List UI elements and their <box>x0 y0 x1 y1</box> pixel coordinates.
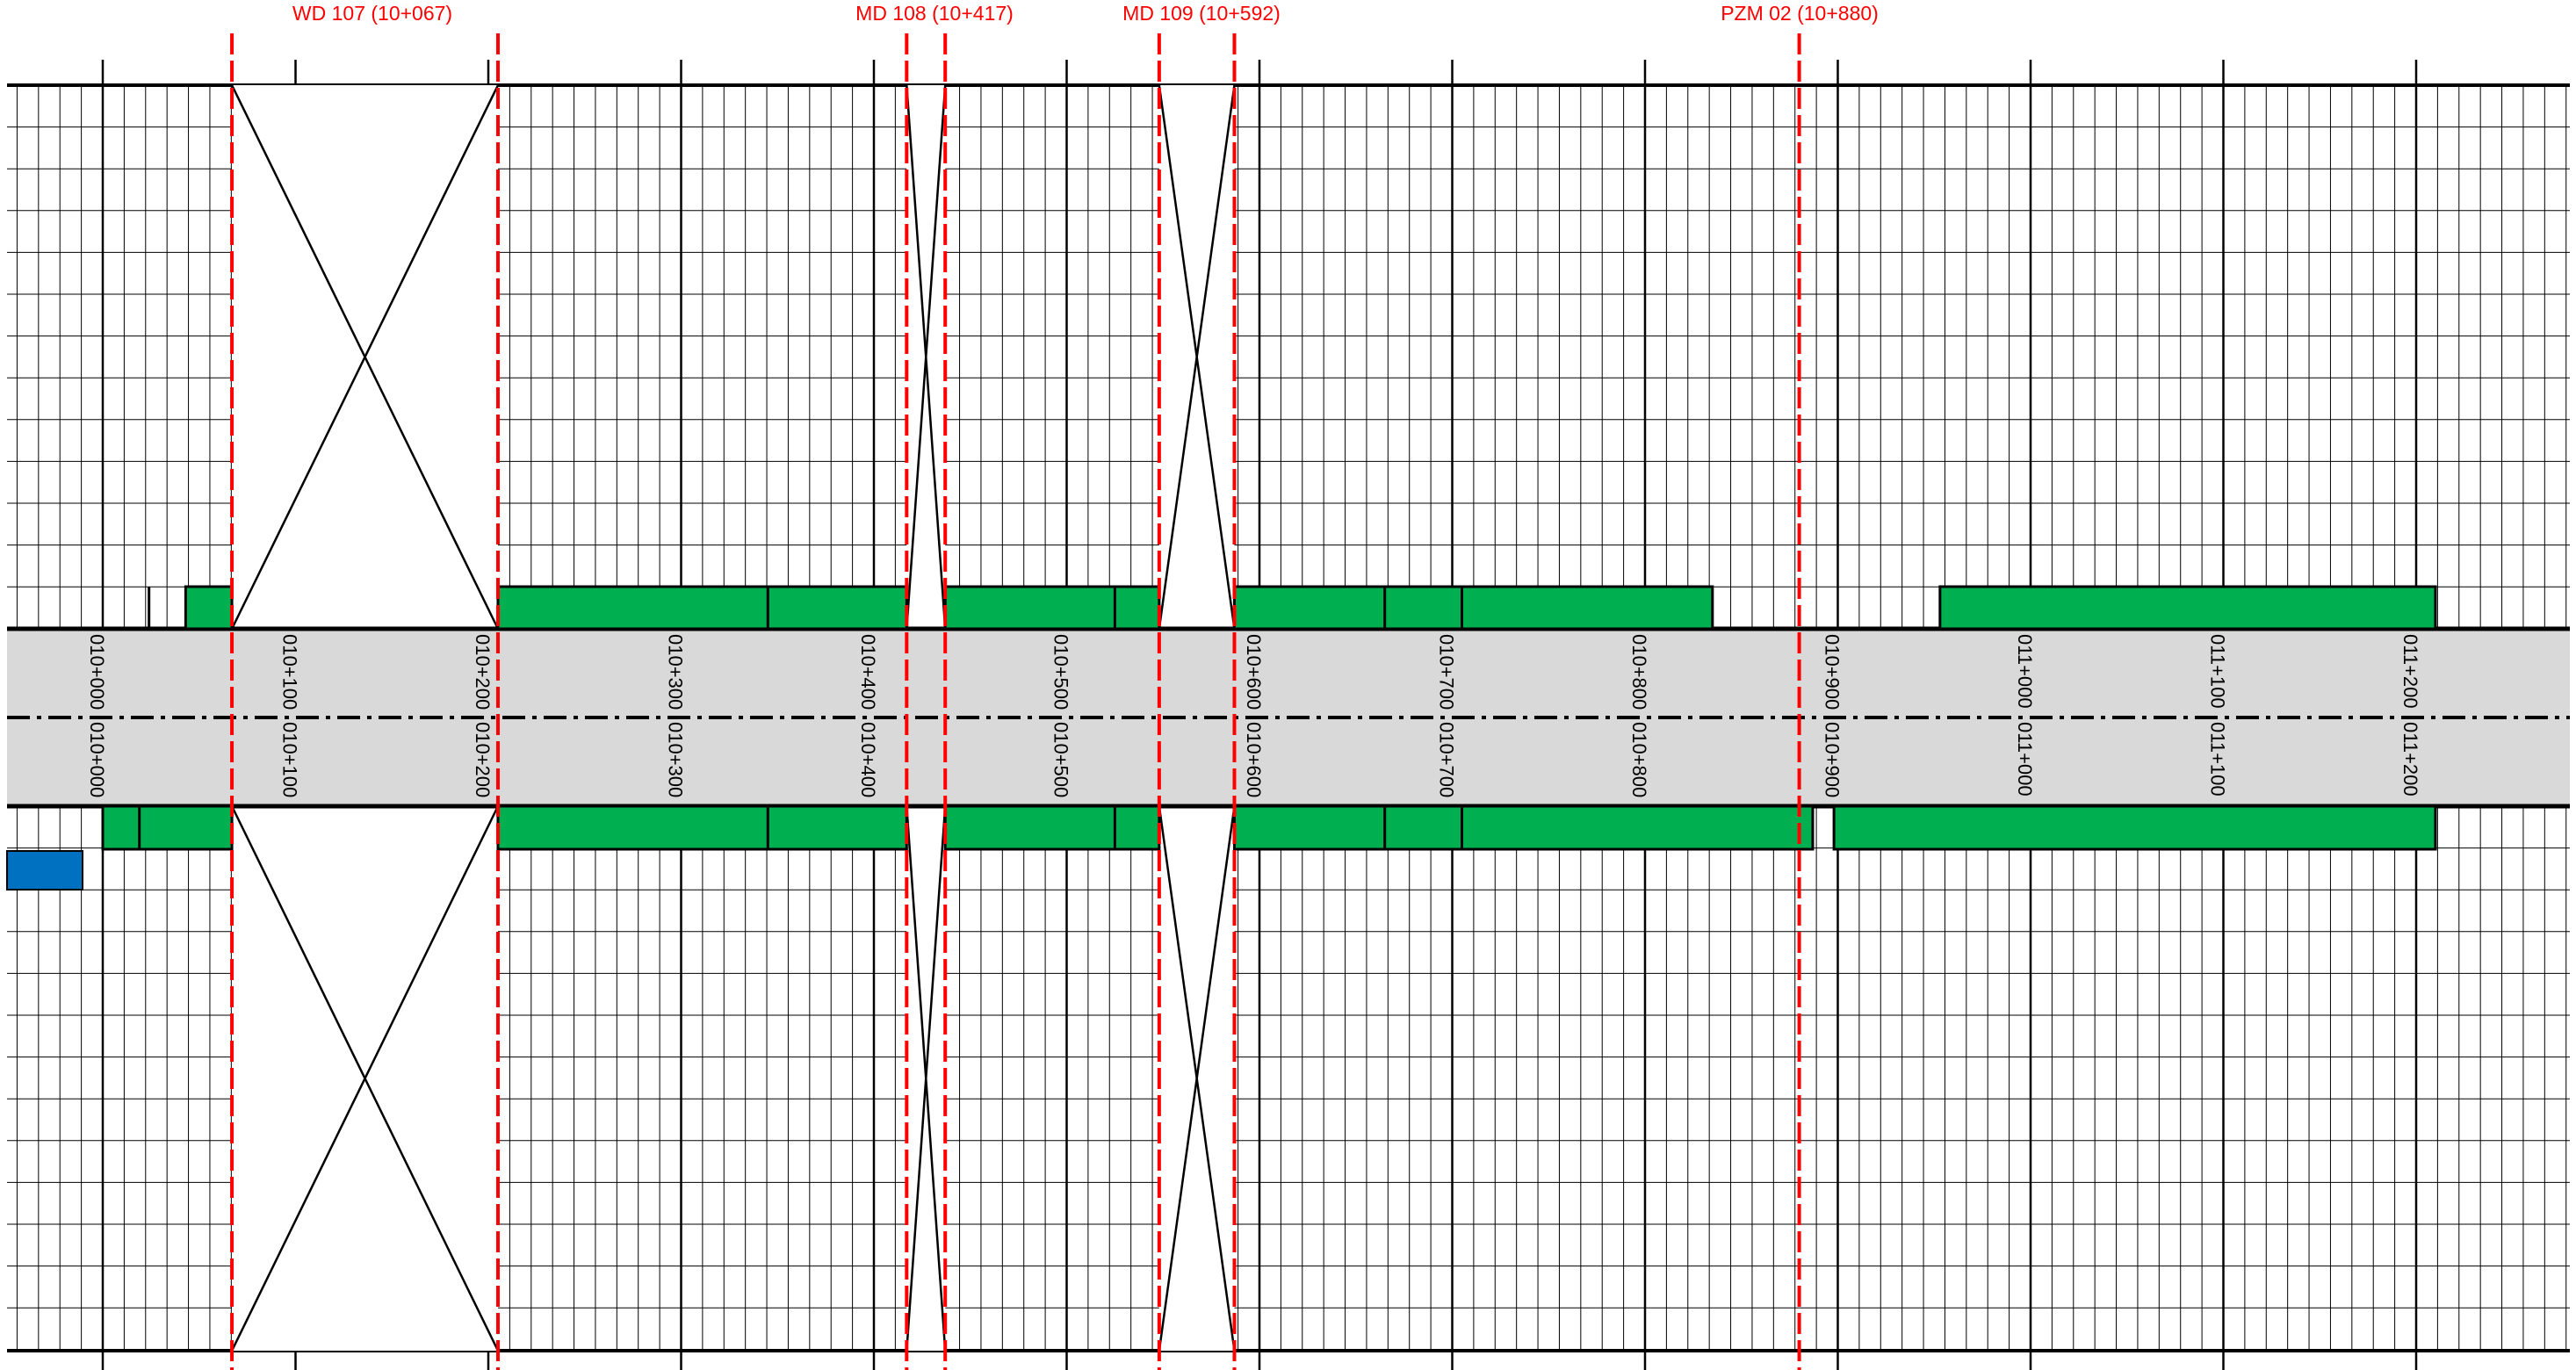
chainage-label-lower: 010+600 <box>1243 722 1265 797</box>
structure-crosses <box>230 84 1236 1352</box>
verge-block <box>496 804 908 851</box>
verge-block <box>943 804 1161 851</box>
chainage-label-upper: 011+100 <box>2207 634 2229 709</box>
verge-block <box>496 585 908 631</box>
chainage-label-upper: 011+000 <box>2014 634 2036 709</box>
chainage-label-upper: 010+600 <box>1243 634 1265 710</box>
chainage-label-lower: 010+500 <box>1050 722 1072 797</box>
chainage-label-upper: 010+500 <box>1050 634 1072 710</box>
cross-line <box>906 805 947 1352</box>
cross-line <box>1158 805 1236 1352</box>
chainage-label-lower: 011+000 <box>2014 722 2036 797</box>
chainage-label-lower: 010+000 <box>86 722 108 797</box>
structure-label-pzm02: PZM 02 (10+880) <box>1721 2 1879 25</box>
structure-label-wd107: WD 107 (10+067) <box>292 2 453 25</box>
cross-line <box>906 84 947 630</box>
green-verges <box>101 585 2437 851</box>
chainage-label-lower: 010+900 <box>1822 722 1844 797</box>
cross-line <box>1158 84 1236 630</box>
chainage-label-upper: 010+400 <box>857 634 879 710</box>
structure-label-md108: MD 108 (10+417) <box>855 2 1014 25</box>
chainage-label-upper: 010+200 <box>472 634 494 710</box>
chainage-label-upper: 010+900 <box>1822 634 1844 710</box>
chainage-label-lower: 010+400 <box>857 722 879 797</box>
chainage-label-upper: 010+800 <box>1628 634 1650 710</box>
chainage-label-upper: 011+200 <box>2399 634 2421 709</box>
cross-line <box>230 84 500 630</box>
chainage-labels: 010+000 010+100 010+200 010+300 010+400 010+5… <box>86 634 2421 797</box>
verge-block <box>943 585 1161 631</box>
chainage-label-upper: 010+700 <box>1436 634 1458 710</box>
structure-boundaries <box>230 33 1801 1370</box>
blue-marker <box>6 850 83 890</box>
chainage-label-lower: 010+700 <box>1436 722 1458 797</box>
verge-block <box>101 804 234 851</box>
verge-block <box>1232 585 1714 631</box>
chainage-label-lower: 010+300 <box>665 722 687 797</box>
verge-block <box>1832 804 2437 851</box>
chainage-label-lower: 011+200 <box>2399 722 2421 797</box>
chainage-label-upper: 010+100 <box>279 634 301 710</box>
structure-label-md109: MD 109 (10+592) <box>1122 2 1281 25</box>
chainage-label-lower: 011+100 <box>2207 722 2229 797</box>
chainage-label-lower: 010+100 <box>279 722 301 797</box>
chainage-label-lower: 010+200 <box>472 722 494 797</box>
cross-line <box>230 805 500 1352</box>
chainage-label-lower: 010+800 <box>1628 722 1650 797</box>
chainage-label-upper: 010+000 <box>86 634 108 710</box>
verge-block <box>1938 585 2437 631</box>
verge-block <box>184 585 234 631</box>
chainage-label-upper: 010+300 <box>665 634 687 710</box>
verge-block <box>1232 804 1815 851</box>
